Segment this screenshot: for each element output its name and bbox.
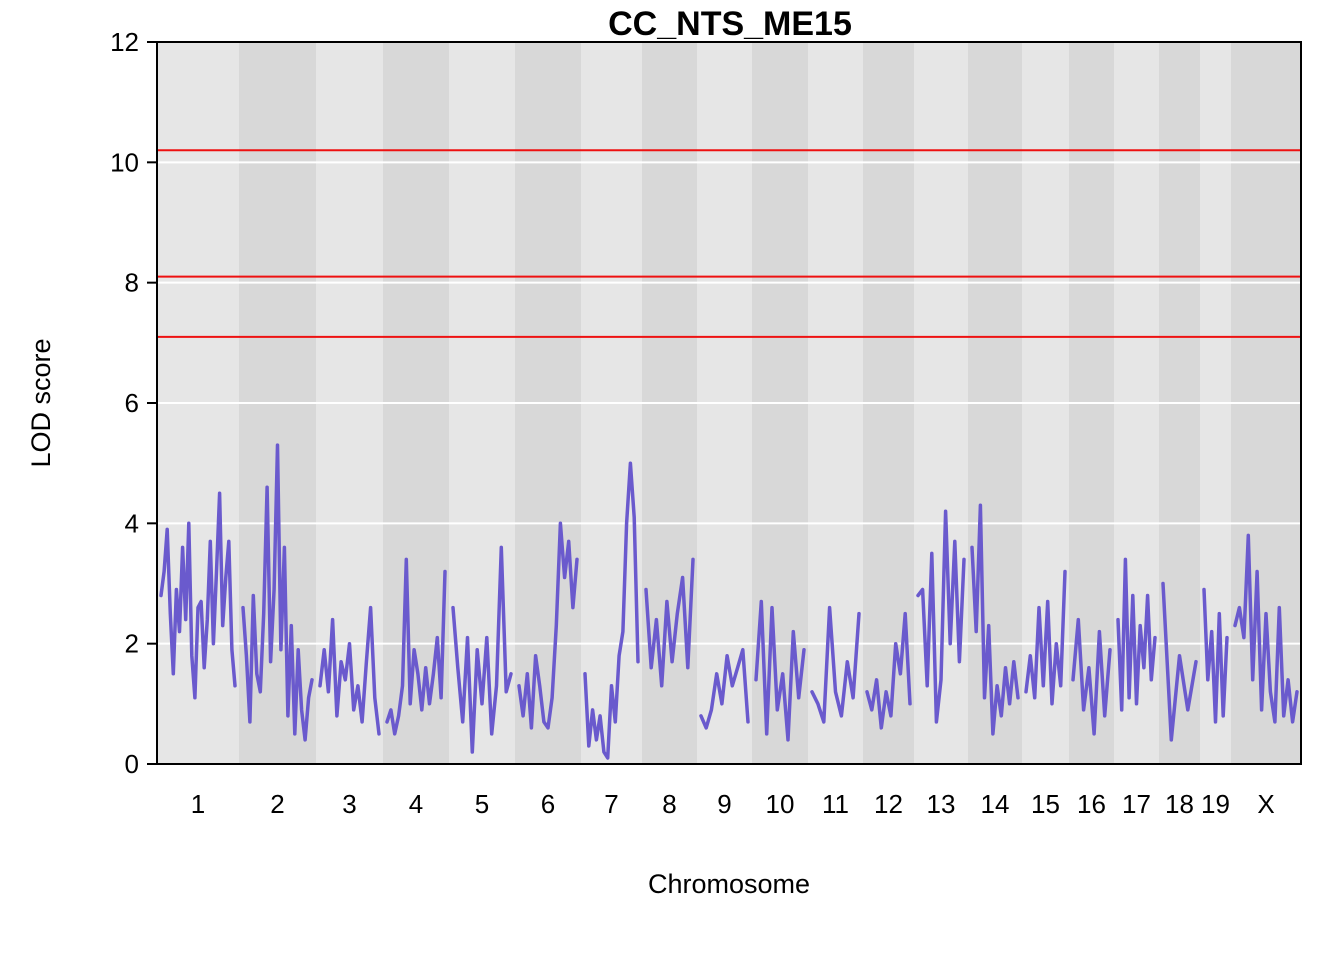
y-tick-label: 8 (125, 268, 139, 298)
lod-series-segment (1071, 617, 1112, 736)
x-tick-label: 5 (475, 789, 489, 819)
lod-series-segment (810, 605, 861, 724)
lod-series-segment (916, 509, 966, 724)
y-axis: 0 2 4 6 8 10 12 (110, 27, 157, 779)
x-tick-label: 3 (342, 789, 356, 819)
y-tick-label: 12 (110, 27, 139, 57)
x-tick-label: 1 (191, 789, 205, 819)
lod-series-segment (1024, 569, 1067, 706)
x-tick-label: 15 (1031, 789, 1060, 819)
x-tick-label: X (1257, 789, 1274, 819)
y-axis-label: LOD score (26, 338, 56, 467)
lod-series-segment (699, 647, 750, 730)
x-tick-label: 10 (766, 789, 795, 819)
x-axis-label: Chromosome (648, 869, 810, 899)
y-tick-label: 6 (125, 388, 139, 418)
x-tick-label: 7 (604, 789, 618, 819)
lod-series-segment (385, 557, 447, 736)
lod-series-segment (517, 521, 579, 730)
x-tick-label: 16 (1077, 789, 1106, 819)
lod-series-segment (754, 599, 806, 742)
y-tick-label: 0 (125, 749, 139, 779)
lod-series-segment (970, 503, 1020, 736)
x-tick-label: 13 (927, 789, 956, 819)
lod-curve (159, 443, 1299, 760)
x-tick-label: 12 (874, 789, 903, 819)
lod-series-segment (159, 491, 237, 700)
lod-series-segment (583, 461, 640, 760)
lod-series-segment (644, 557, 695, 688)
x-tick-label: 18 (1165, 789, 1194, 819)
lod-series-segment (1233, 533, 1299, 724)
x-tick-label: 17 (1122, 789, 1151, 819)
x-tick-label: 6 (541, 789, 555, 819)
x-tick-label: 2 (270, 789, 284, 819)
x-tick-label: 11 (822, 789, 849, 819)
y-tick-label: 10 (110, 147, 139, 177)
x-tick-label: 8 (662, 789, 676, 819)
gridlines (157, 161, 1301, 645)
x-tick-label: 14 (981, 789, 1010, 819)
x-tick-label: 4 (409, 789, 423, 819)
x-tick-label: 9 (717, 789, 731, 819)
lod-series-segment (318, 605, 381, 736)
lod-series-segment (1202, 587, 1229, 724)
lod-series-segment (241, 443, 314, 742)
x-axis-labels: 1 2 3 4 5 6 7 8 9 10 11 12 13 14 15 16 17 18 19 X (191, 789, 1275, 819)
chart-title: CC_NTS_ME15 (608, 5, 852, 43)
lod-series-segment (451, 545, 513, 754)
x-tick-label: 19 (1201, 789, 1230, 819)
threshold-lines (157, 149, 1301, 338)
lod-series-segment (1161, 581, 1198, 742)
y-tick-label: 4 (125, 508, 139, 538)
y-tick-label: 2 (125, 629, 139, 659)
lod-series-segment (865, 611, 912, 730)
lod-series-segment (1116, 557, 1157, 712)
